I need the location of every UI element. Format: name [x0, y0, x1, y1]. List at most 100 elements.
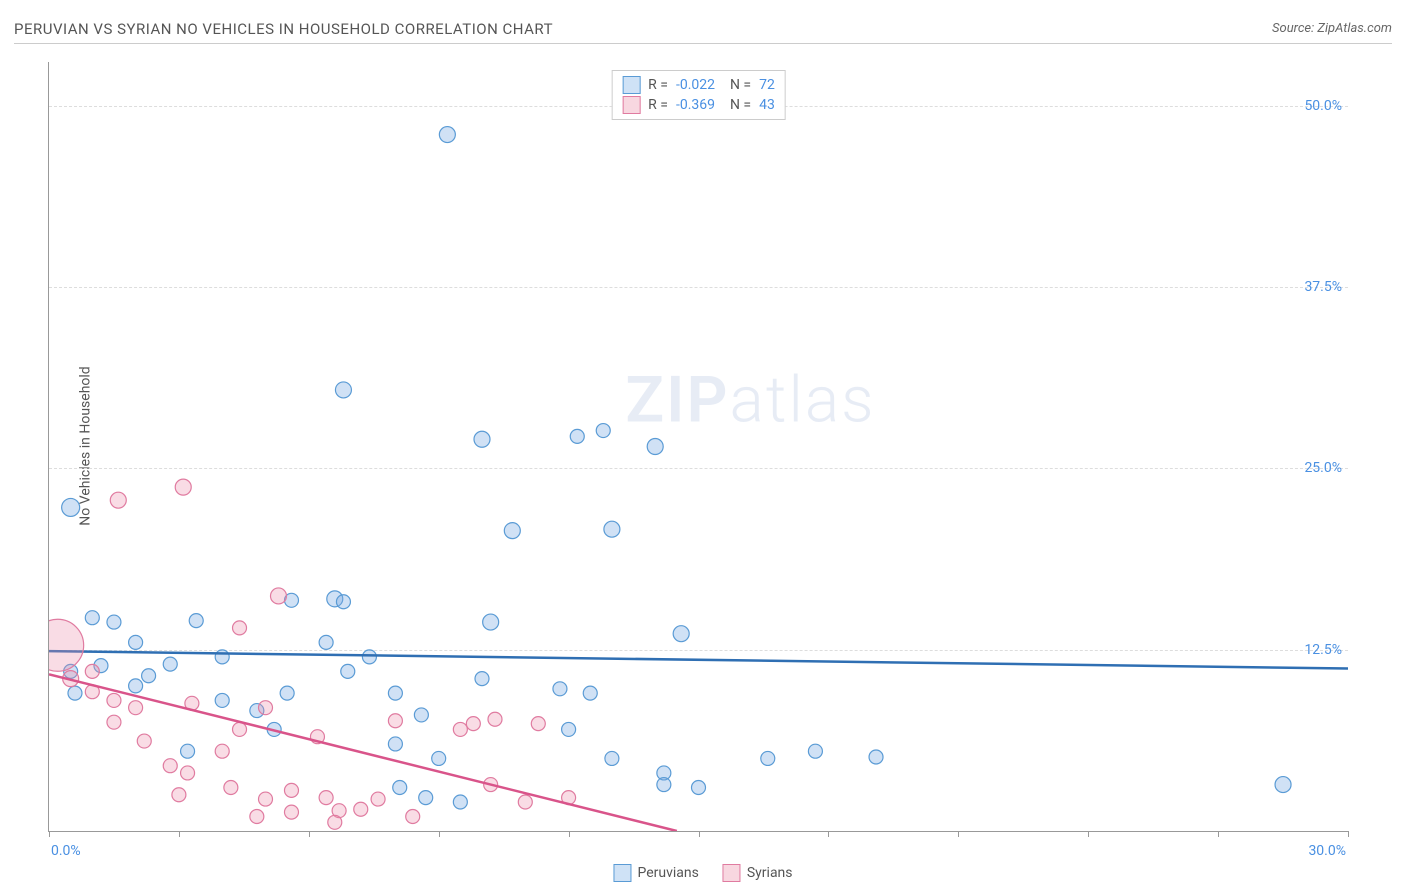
- data-point: [68, 686, 82, 700]
- data-point: [518, 795, 532, 809]
- series-legend: Peruvians Syrians: [613, 864, 792, 882]
- data-point: [163, 657, 177, 671]
- r-value: -0.369: [676, 97, 715, 113]
- source-label: Source: ZipAtlas.com: [1272, 21, 1392, 36]
- legend-swatch: [613, 864, 631, 882]
- data-point: [466, 717, 480, 731]
- x-tick: [1218, 831, 1219, 837]
- data-point: [657, 778, 671, 792]
- data-point: [483, 614, 499, 630]
- data-point: [570, 429, 584, 443]
- data-point: [439, 127, 455, 143]
- x-tick-label: 30.0%: [1308, 843, 1346, 859]
- data-point: [259, 792, 273, 806]
- data-point: [137, 734, 151, 748]
- x-tick: [1088, 831, 1089, 837]
- data-point: [107, 693, 121, 707]
- data-point: [233, 621, 247, 635]
- data-point: [869, 750, 883, 764]
- data-point: [808, 744, 822, 758]
- data-point: [62, 498, 80, 516]
- data-point: [175, 479, 191, 495]
- legend-item: Syrians: [723, 864, 793, 882]
- legend-swatch: [622, 76, 640, 94]
- data-point: [181, 766, 195, 780]
- data-point: [453, 722, 467, 736]
- data-point: [250, 809, 264, 823]
- data-point: [562, 722, 576, 736]
- data-point: [531, 717, 545, 731]
- n-label: N =: [723, 77, 751, 93]
- data-point: [474, 431, 490, 447]
- data-point: [259, 701, 273, 715]
- n-value: 43: [759, 97, 775, 113]
- x-tick: [958, 831, 959, 837]
- chart-canvas: [49, 62, 1348, 831]
- data-point: [583, 686, 597, 700]
- data-point: [406, 809, 420, 823]
- data-point: [328, 815, 342, 829]
- x-tick: [49, 831, 50, 837]
- data-point: [388, 714, 402, 728]
- data-point: [371, 792, 385, 806]
- x-tick: [179, 831, 180, 837]
- data-point: [605, 751, 619, 765]
- n-label: N =: [723, 97, 751, 113]
- data-point: [335, 382, 351, 398]
- x-tick-label: 0.0%: [51, 843, 81, 859]
- stats-row: R = -0.369 N = 43: [622, 95, 775, 115]
- data-point: [129, 701, 143, 715]
- data-point: [553, 682, 567, 696]
- data-point: [107, 615, 121, 629]
- r-value: -0.022: [676, 77, 715, 93]
- data-point: [336, 595, 350, 609]
- data-point: [393, 780, 407, 794]
- legend-swatch: [723, 864, 741, 882]
- stats-row: R = -0.022 N = 72: [622, 75, 775, 95]
- data-point: [1275, 777, 1291, 793]
- data-point: [419, 791, 433, 805]
- data-point: [110, 492, 126, 508]
- data-point: [319, 635, 333, 649]
- data-point: [673, 626, 689, 642]
- data-point: [284, 805, 298, 819]
- data-point: [284, 783, 298, 797]
- data-point: [388, 686, 402, 700]
- data-point: [215, 650, 229, 664]
- data-point: [189, 614, 203, 628]
- x-tick: [309, 831, 310, 837]
- r-label: R =: [648, 77, 668, 93]
- n-value: 72: [759, 77, 775, 93]
- legend-label: Syrians: [747, 865, 793, 881]
- x-tick: [569, 831, 570, 837]
- data-point: [280, 686, 294, 700]
- data-point: [142, 669, 156, 683]
- data-point: [432, 751, 446, 765]
- trend-line: [49, 651, 1348, 668]
- data-point: [761, 751, 775, 765]
- legend-swatch: [622, 96, 640, 114]
- plot-area: ZIPatlas R = -0.022 N = 72R = -0.369 N =…: [48, 62, 1348, 832]
- data-point: [224, 780, 238, 794]
- data-point: [215, 693, 229, 707]
- data-point: [129, 679, 143, 693]
- x-tick: [1348, 831, 1349, 837]
- data-point: [414, 708, 428, 722]
- x-tick: [699, 831, 700, 837]
- x-tick: [439, 831, 440, 837]
- chart-header: PERUVIAN VS SYRIAN NO VEHICLES IN HOUSEH…: [14, 14, 1392, 44]
- data-point: [596, 424, 610, 438]
- data-point: [388, 737, 402, 751]
- legend-item: Peruvians: [613, 864, 698, 882]
- data-point: [233, 722, 247, 736]
- data-point: [181, 744, 195, 758]
- stats-legend: R = -0.022 N = 72R = -0.369 N = 43: [611, 70, 786, 120]
- data-point: [453, 795, 467, 809]
- data-point: [604, 521, 620, 537]
- data-point: [163, 759, 177, 773]
- data-point: [215, 744, 229, 758]
- legend-label: Peruvians: [637, 865, 698, 881]
- data-point: [85, 611, 99, 625]
- data-point: [49, 619, 84, 671]
- data-point: [341, 664, 355, 678]
